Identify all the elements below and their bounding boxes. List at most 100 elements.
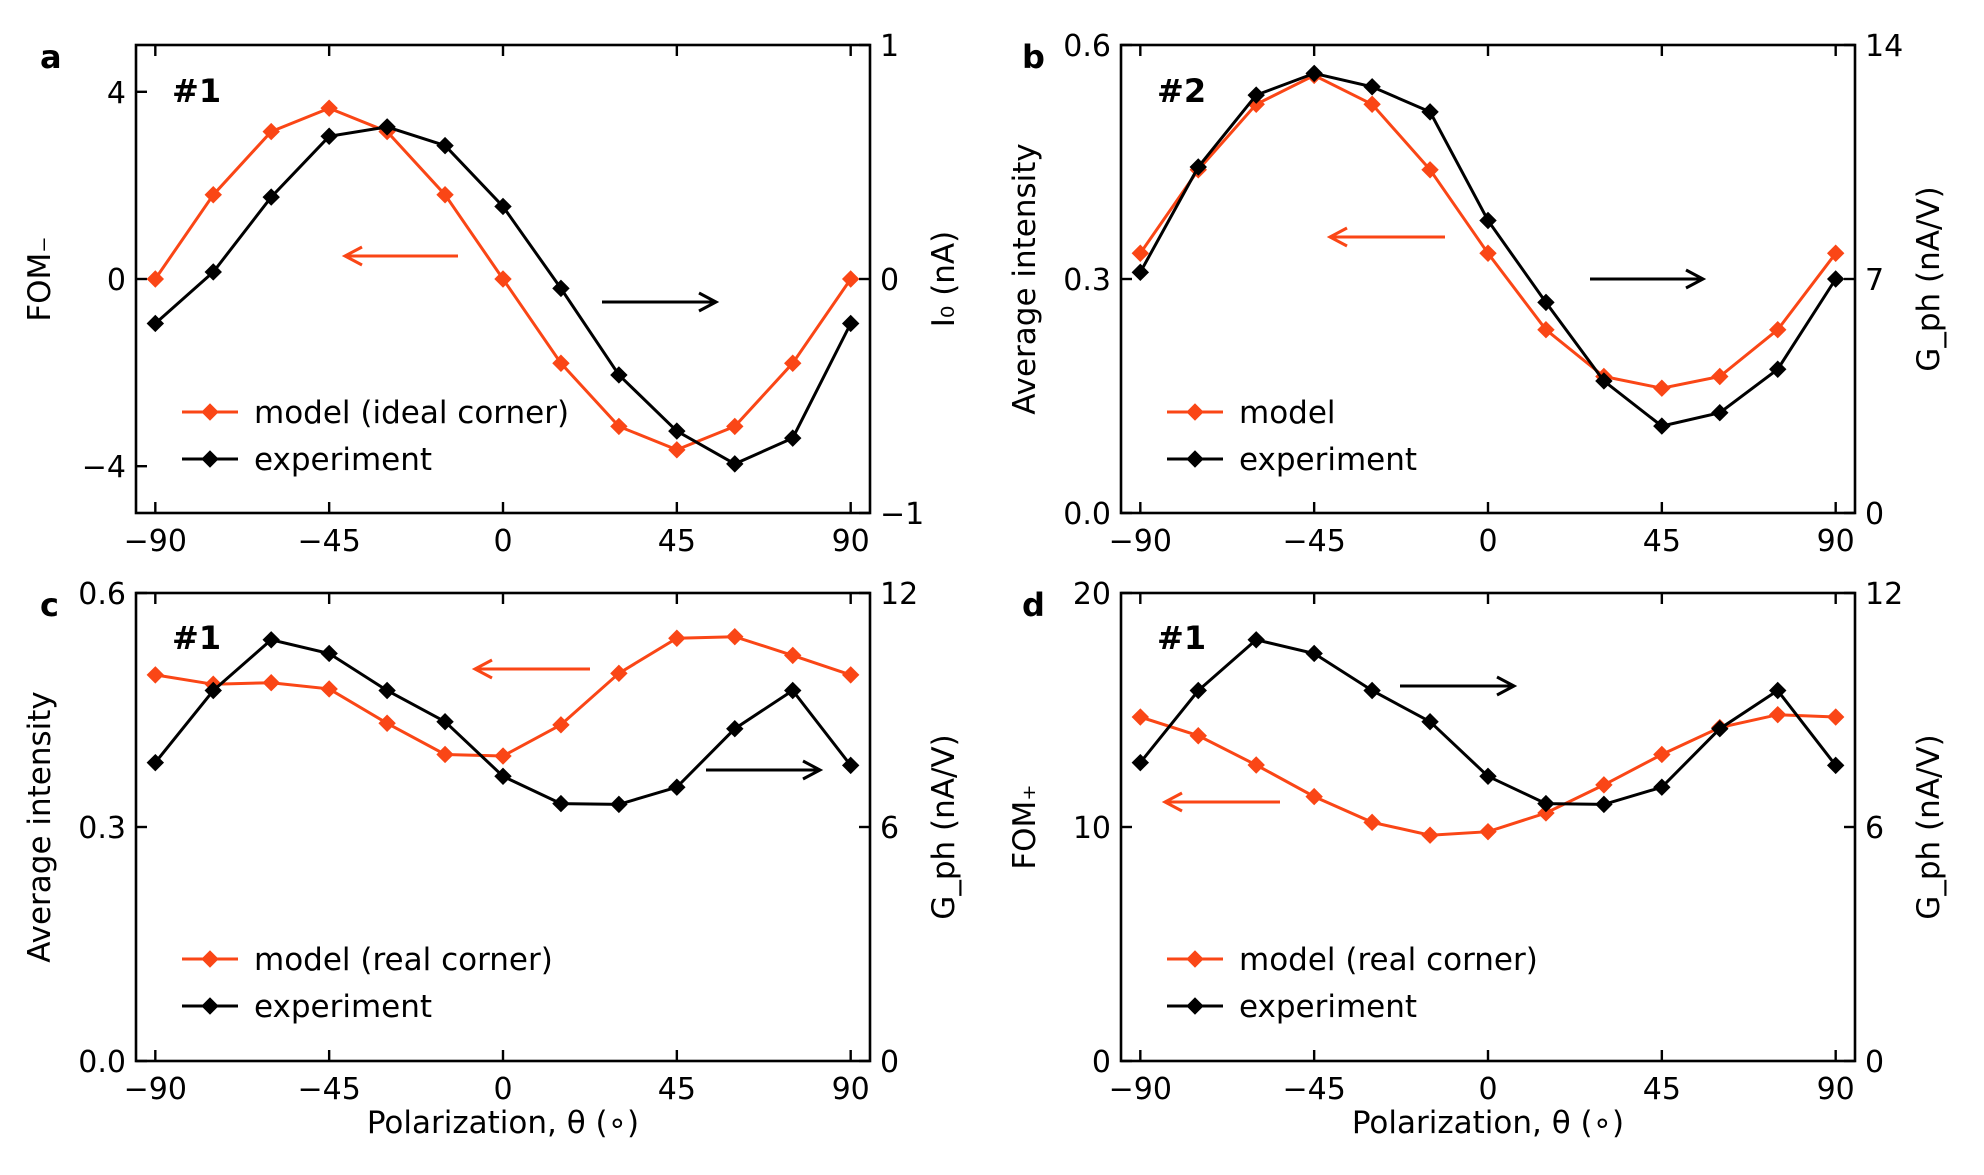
panel-d: −90 −45 0 45 90 0 10 20 0 6 12 d #1 FOM₊ G_ph (nA/V) Po…: [1007, 577, 1947, 1141]
left-axis-label: FOM₋: [22, 236, 58, 321]
x-tick-label: 90: [832, 524, 870, 559]
series-model: [146, 99, 860, 459]
left-tick-label: 20: [1073, 577, 1111, 612]
legend-entry: experiment: [182, 442, 432, 478]
legend-entry: model (real corner): [182, 942, 553, 978]
data-point: [1247, 756, 1265, 774]
data-point: [1537, 804, 1555, 822]
data-point: [146, 666, 165, 684]
data-point: [1537, 320, 1555, 339]
data-point: [494, 767, 512, 786]
data-point: [726, 455, 744, 473]
x-tick-label: 45: [658, 1072, 696, 1107]
legend-label: experiment: [1239, 442, 1417, 478]
axis-arrow-right-head: [698, 291, 720, 313]
device-tag: #1: [172, 619, 221, 657]
right-tick-label: 12: [880, 577, 918, 612]
data-point: [494, 197, 512, 216]
data-point: [1537, 794, 1555, 813]
data-point: [668, 422, 686, 440]
data-point: [784, 681, 802, 700]
left-tick-label: 0: [107, 263, 126, 298]
data-point: [668, 441, 686, 459]
data-point: [494, 270, 512, 288]
axis-arrow-right: [1590, 268, 1707, 290]
data-point: [1363, 813, 1381, 832]
data-point: [552, 354, 570, 372]
data-point: [784, 429, 802, 447]
data-point: [1479, 822, 1497, 841]
data-point: [1711, 367, 1729, 386]
data-point: [1479, 767, 1497, 786]
data-point: [726, 417, 744, 436]
series-model: [1131, 66, 1845, 397]
panel-letter: b: [1022, 38, 1045, 76]
data-point: [610, 664, 628, 683]
right-tick-label: 14: [1865, 29, 1903, 64]
right-tick-label: 1: [880, 29, 899, 64]
panel-letter: a: [40, 38, 62, 76]
x-tick-label: 0: [493, 1072, 512, 1107]
data-point: [1653, 778, 1671, 796]
data-point: [552, 794, 570, 813]
left-tick-label: 4: [107, 76, 126, 111]
legend-marker: [1186, 403, 1204, 421]
right-axis-label: G_ph (nA/V): [1911, 734, 1947, 919]
panel-c: −90 −45 0 45 90 0.0 0.3 0.6 0 6 12 c #1 Average inten…: [22, 577, 962, 1141]
data-point: [262, 673, 280, 692]
data-point: [436, 186, 454, 204]
data-point: [1769, 705, 1787, 724]
data-point: [1421, 161, 1439, 179]
x-tick-label: 0: [493, 524, 512, 559]
data-point: [552, 716, 570, 734]
data-point: [1189, 158, 1207, 176]
left-tick-label: 0.6: [1063, 29, 1111, 64]
data-point: [1131, 753, 1150, 772]
data-point: [1653, 379, 1671, 397]
legend-entry: experiment: [182, 989, 432, 1025]
data-point: [610, 366, 628, 384]
right-tick-label: 0: [880, 263, 899, 298]
axis-arrow-left: [1326, 226, 1445, 248]
data-point: [1305, 644, 1323, 663]
axis-arrow-left-head: [1326, 226, 1348, 248]
legend-marker: [201, 450, 219, 468]
left-tick-label: 0: [1092, 1045, 1111, 1080]
data-point: [204, 186, 222, 204]
data-point: [1711, 404, 1729, 422]
data-point: [204, 263, 222, 281]
right-tick-label: 6: [1865, 811, 1884, 846]
axis-arrow-left: [341, 245, 458, 267]
device-tag: #1: [1157, 619, 1206, 657]
data-point: [1305, 64, 1323, 83]
series-experiment: [1131, 631, 1845, 814]
x-tick-label: −90: [1109, 524, 1172, 559]
data-point: [1826, 244, 1845, 262]
data-point: [1595, 372, 1613, 390]
right-axis-label: I₀ (nA): [926, 231, 962, 327]
legend-marker: [201, 950, 219, 968]
left-axis-label: Average intensity: [22, 691, 58, 963]
axis-arrow-left-head: [471, 658, 493, 680]
data-point: [436, 712, 454, 731]
legend-entry: model (ideal corner): [182, 395, 569, 431]
panel-a: −90 −45 0 45 90 −4 0 4 −1 0 1 a #1 FOM₋ I₀ (nA) model (…: [22, 29, 962, 559]
legend-marker: [1186, 997, 1204, 1015]
x-tick-label: 45: [1643, 1072, 1681, 1107]
data-point: [1189, 681, 1207, 700]
series-experiment: [1131, 64, 1845, 435]
data-point: [1189, 727, 1207, 745]
panel-letter: c: [40, 586, 59, 624]
legend-entry: model (real corner): [1167, 942, 1538, 978]
data-point: [262, 188, 280, 206]
left-tick-label: 0.3: [78, 811, 126, 846]
legend-label: model (real corner): [254, 942, 553, 978]
right-tick-label: 0: [1865, 497, 1884, 532]
data-point: [1305, 787, 1323, 806]
data-point: [494, 747, 512, 765]
data-point: [1247, 86, 1265, 104]
x-tick-label: −45: [298, 524, 361, 559]
data-point: [146, 753, 165, 772]
